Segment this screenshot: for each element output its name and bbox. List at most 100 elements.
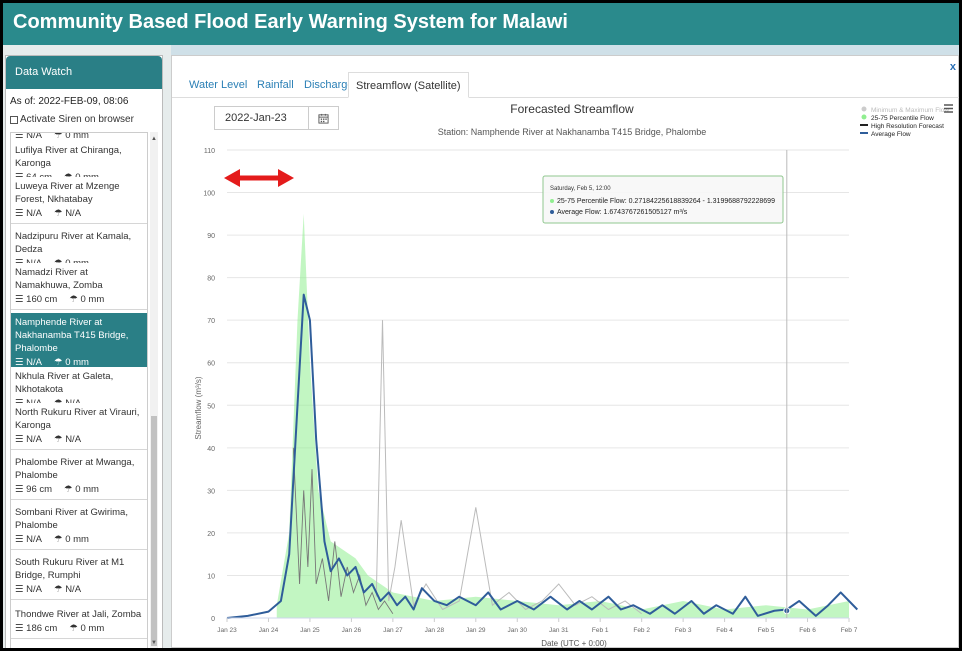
- x-tick-label: Jan 23: [217, 627, 237, 634]
- water-level-value: 160 cm: [26, 294, 58, 305]
- station-list-item[interactable]: Phalombe River at Mwanga, Phalombe ☰ 96 c…: [11, 453, 147, 500]
- pan-arrow-icon: [224, 169, 294, 187]
- station-name: Namadzi River at Namakhuwa, Zomba: [15, 267, 103, 291]
- water-level-value: N/A: [26, 357, 43, 368]
- max-flow-line: [375, 320, 642, 615]
- x-tick-label: Feb 4: [716, 627, 733, 634]
- station-list-item[interactable]: Namadzi River at Namakhuwa, Zomba ☰ 160 c…: [11, 263, 147, 310]
- scroll-down-arrow-icon[interactable]: ▼: [151, 640, 157, 646]
- x-tick-label: Feb 7: [841, 627, 858, 634]
- rainfall-value: 0 mm: [65, 357, 89, 368]
- station-name: Namphende River at Nakhanamba T415 Bridg…: [15, 317, 129, 354]
- data-watch-panel: Data Watch As of: 2022-FEB-09, 08:06 Act…: [5, 55, 163, 648]
- x-tick-label: Jan 27: [383, 627, 403, 634]
- legend-marker: [861, 114, 867, 120]
- station-values: ☰ N/A ☂ 0 mm: [15, 357, 145, 369]
- y-tick-label: 30: [207, 488, 215, 495]
- station-name: Phalombe River at Mwanga, Phalombe: [15, 457, 135, 481]
- tab-discharge[interactable]: Discharge: [304, 79, 354, 91]
- y-tick-label: 60: [207, 361, 215, 368]
- water-level-icon: ☰: [15, 434, 24, 445]
- streamflow-chart[interactable]: Forecasted Streamflow Station: Namphende…: [172, 98, 959, 648]
- average-flow-line: [226, 293, 859, 619]
- y-tick-label: 70: [207, 318, 215, 325]
- rainfall-value: 0 mm: [80, 623, 105, 634]
- as-of-timestamp: As of: 2022-FEB-09, 08:06: [10, 96, 129, 107]
- water-level-value: N/A: [26, 584, 43, 595]
- x-tick-label: Jan 30: [508, 627, 528, 634]
- y-tick-label: 90: [207, 233, 215, 240]
- rainfall-value: 0 mm: [65, 132, 89, 141]
- x-tick-label: Feb 2: [633, 627, 650, 634]
- app-title: Community Based Flood Early Warning Syst…: [13, 11, 568, 33]
- station-name: Nadzipuru River at Kamala, Dedza: [15, 231, 132, 255]
- legend-label[interactable]: Average Flow: [871, 131, 911, 138]
- y-tick-label: 0: [211, 616, 215, 623]
- y-tick-label: 20: [207, 531, 215, 538]
- chart-title: Forecasted Streamflow: [510, 102, 634, 116]
- station-name: South Rukuru River at M1 Bridge, Rumphi: [15, 557, 125, 581]
- station-list-scrollbar[interactable]: [150, 132, 158, 648]
- station-list[interactable]: ☰ N/A ☂ 0 mm Lufilya River at Chiranga, Ka…: [10, 132, 148, 648]
- station-name: Lufilya River at Chiranga, Karonga: [15, 145, 122, 169]
- data-watch-title: Data Watch: [15, 66, 73, 78]
- tooltip-average-text: Average Flow: 1.6743767261505127 m³/s: [557, 209, 688, 216]
- legend-label[interactable]: High Resolution Forecast: [871, 123, 944, 130]
- water-level-icon: ☰: [15, 534, 24, 545]
- rain-cloud-icon: ☂: [69, 294, 78, 305]
- station-values: ☰ 160 cm ☂ 0 mm: [15, 294, 145, 306]
- water-level-icon: ☰: [15, 584, 24, 595]
- calendar-button[interactable]: [309, 106, 339, 130]
- station-list-item[interactable]: Thondwe River at Jali, Zomba ☰ 186 cm ☂ 0 …: [11, 605, 147, 639]
- y-tick-label: 50: [207, 403, 215, 410]
- grid-lines: [227, 149, 849, 619]
- station-values: ☰ N/A☂ N/A: [15, 584, 145, 596]
- y-tick-label: 100: [203, 191, 215, 198]
- app-header: Community Based Flood Early Warning Syst…: [3, 3, 959, 45]
- scrollbar-thumb[interactable]: [151, 416, 157, 646]
- rain-cloud-icon: ☂: [54, 434, 63, 445]
- tooltip-average-marker: [550, 210, 554, 214]
- y-tick-label: 80: [207, 276, 215, 283]
- water-level-icon: ☰: [15, 484, 24, 495]
- hamburger-menu-icon[interactable]: [944, 104, 953, 113]
- tab-rainfall[interactable]: Rainfall: [257, 79, 294, 91]
- water-level-icon: ☰: [15, 623, 24, 634]
- scroll-up-arrow-icon[interactable]: ▲: [151, 136, 157, 142]
- siren-checkbox[interactable]: [10, 115, 18, 124]
- station-list-item[interactable]: Sombani River at Gwirima, Phalombe ☰ N/A ☂…: [11, 503, 147, 550]
- water-level-icon: ☰: [15, 132, 24, 141]
- legend-label[interactable]: Minimum & Maximum Flow: [871, 107, 949, 114]
- station-chart-modal: x Water Level Rainfall Discharge Streamf…: [171, 55, 959, 648]
- station-list-item[interactable]: North Rukuru River at Virauri, Karonga ☰ …: [11, 403, 147, 450]
- siren-toggle[interactable]: Activate Siren on browser: [10, 114, 134, 125]
- tab-water-level[interactable]: Water Level: [189, 79, 248, 91]
- y-tick-label: 10: [207, 573, 215, 580]
- y-tick-label: 110: [204, 148, 215, 155]
- x-axis-label: Date (UTC + 0:00): [541, 639, 607, 648]
- calendar-icon: [318, 113, 329, 124]
- tab-streamflow-satellite[interactable]: Streamflow (Satellite): [348, 72, 469, 98]
- station-values: ☰ 186 cm ☂ 0 mm: [15, 623, 145, 635]
- legend-label[interactable]: 25-75 Percentile Flow: [871, 115, 934, 122]
- x-tick-label: Jan 29: [466, 627, 486, 634]
- station-name: Sombani River at Gwirima, Phalombe: [15, 507, 128, 531]
- rain-cloud-icon: ☂: [69, 623, 78, 634]
- axis-layer: 0 10 20 30 40 50 60 70 80 90 100 110 Jan 23 Jan 24 Jan…: [203, 148, 857, 634]
- tooltip-percentile-marker: [550, 199, 554, 203]
- station-list-item[interactable]: Luweya River at Mzenge Forest, Nkhatabay…: [11, 177, 147, 224]
- date-picker-input[interactable]: 2022-Jan-23: [214, 106, 309, 130]
- close-button[interactable]: x: [949, 61, 956, 73]
- rain-cloud-icon: ☂: [54, 208, 63, 219]
- rainfall-value: 0 mm: [80, 294, 105, 305]
- water-level-value: N/A: [26, 534, 43, 545]
- rain-cloud-icon: ☂: [64, 484, 73, 495]
- rain-cloud-icon: ☂: [54, 132, 63, 141]
- station-list-item[interactable]: Namphende River at Nakhanamba T415 Bridg…: [11, 313, 147, 373]
- x-tick-label: Jan 25: [300, 627, 320, 634]
- station-list-item[interactable]: South Rukuru River at M1 Bridge, Rumphi ☰…: [11, 553, 147, 600]
- water-level-icon: ☰: [15, 208, 24, 219]
- station-values: ☰ N/A☂ N/A: [15, 208, 145, 220]
- rain-cloud-icon: ☂: [54, 534, 63, 545]
